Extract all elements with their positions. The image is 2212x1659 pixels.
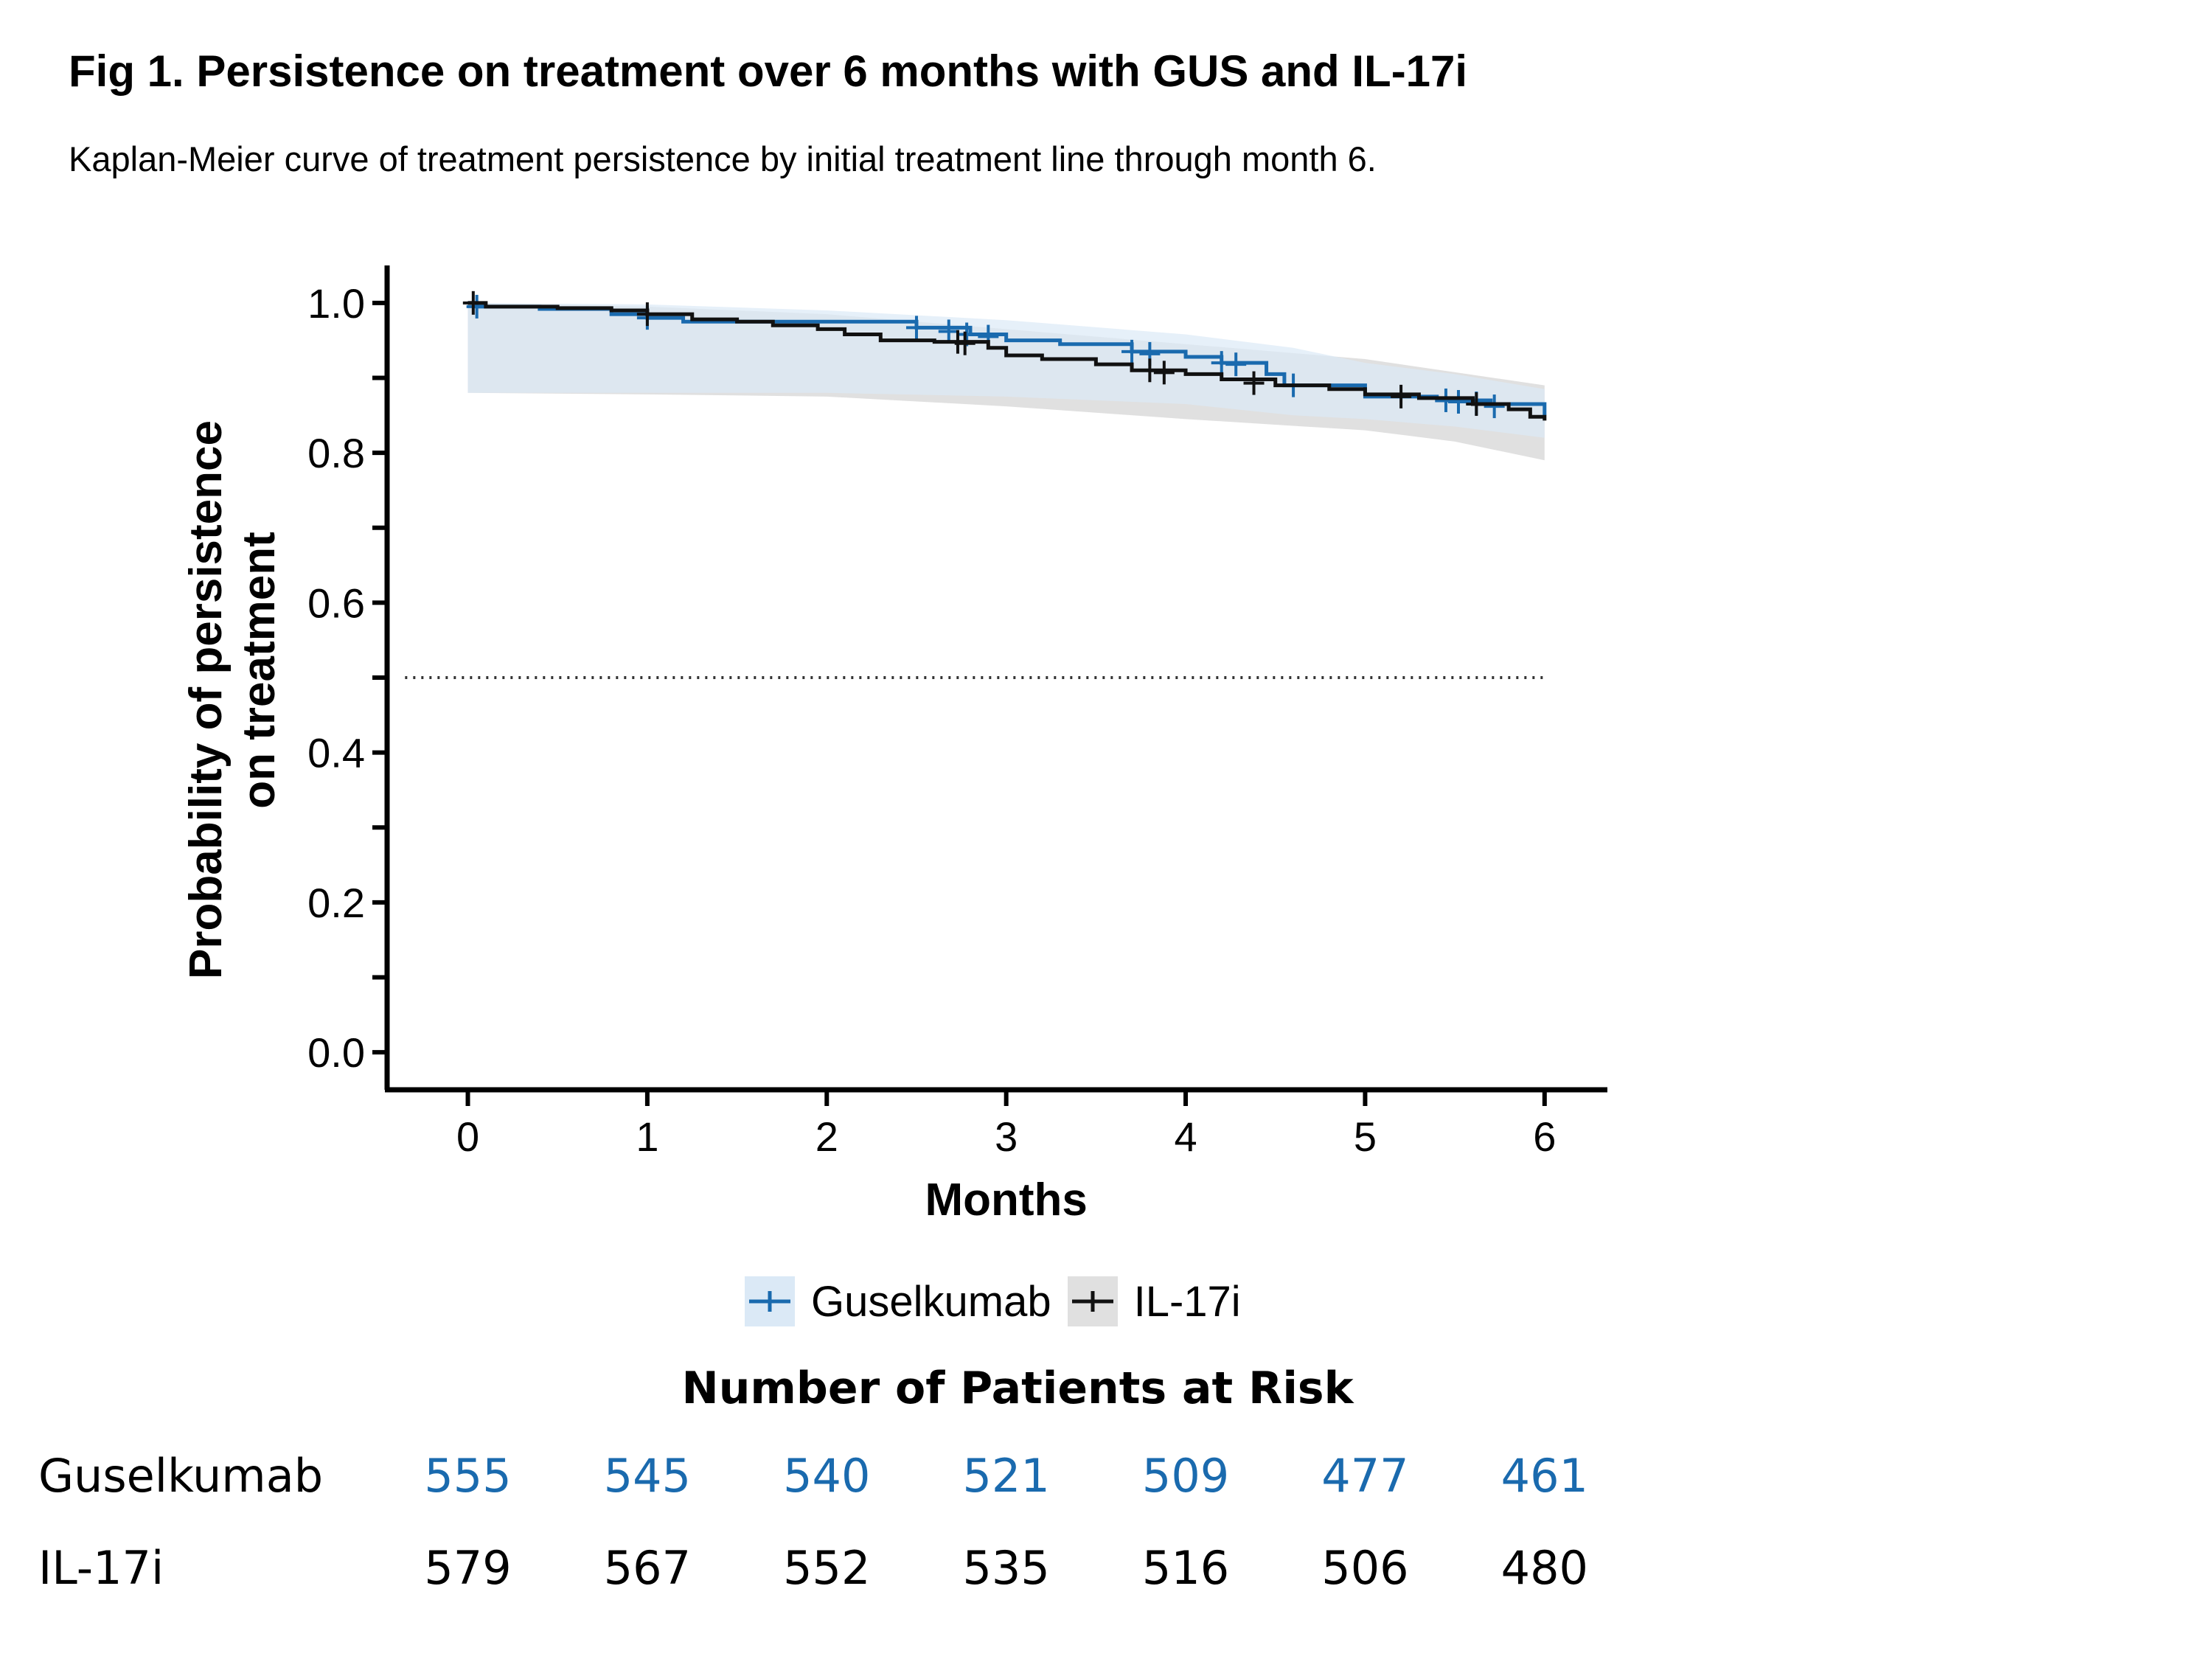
x-tick-label: 0 [456, 1113, 479, 1160]
y-tick-label: 0.8 [307, 430, 365, 476]
x-axis-title: Months [925, 1175, 1087, 1225]
survival-curves [462, 291, 1547, 421]
y-tick-label: 1.0 [307, 280, 365, 327]
risk-value: 516 [1141, 1541, 1230, 1595]
risk-row-label: IL-17i [38, 1541, 164, 1595]
y-axis-title-line2: on treatment [234, 532, 285, 808]
risk-value: 535 [962, 1541, 1050, 1595]
legend-item-guselkumab: Guselkumab [745, 1276, 1051, 1326]
x-tick-label: 3 [995, 1113, 1018, 1160]
x-tick-label: 5 [1354, 1113, 1377, 1160]
x-tick-label: 4 [1174, 1113, 1197, 1160]
km-chart: 0.0 0.2 0.4 0.6 0.8 1.0 0 1 2 3 4 5 6 Months Probabi… [181, 265, 1607, 1225]
legend-label-il17i: IL-17i [1133, 1277, 1241, 1326]
risk-value: 552 [783, 1541, 871, 1595]
legend-label-guselkumab: Guselkumab [811, 1277, 1051, 1326]
y-tick-label: 0.6 [307, 580, 365, 626]
ci-band-guselkumab [467, 302, 1545, 438]
legend-key-guselkumab [745, 1276, 795, 1326]
risk-value: 521 [962, 1449, 1050, 1503]
risk-value: 579 [424, 1541, 512, 1595]
y-tick-label: 0.0 [307, 1029, 365, 1076]
risk-value: 545 [603, 1449, 692, 1503]
y-tick-label: 0.4 [307, 730, 365, 776]
legend: Guselkumab IL-17i [745, 1272, 1257, 1331]
figure-title: Fig 1. Persistence on treatment over 6 m… [69, 46, 1468, 96]
risk-row-il17i: IL-17i 579 567 552 535 516 506 480 [0, 1541, 1696, 1600]
legend-key-il17i [1067, 1276, 1118, 1326]
risk-value: 477 [1321, 1449, 1409, 1503]
risk-value: 461 [1500, 1449, 1588, 1503]
risk-table-title: Number of Patients at Risk [681, 1363, 1354, 1414]
risk-value: 567 [603, 1541, 692, 1595]
risk-row-label: Guselkumab [38, 1449, 324, 1503]
figure-subtitle: Kaplan-Meier curve of treatment persiste… [69, 139, 1377, 178]
km-curve-guselkumab [467, 301, 1547, 416]
risk-value: 555 [424, 1449, 512, 1503]
x-tick-label: 2 [815, 1113, 838, 1160]
risk-value: 480 [1500, 1541, 1588, 1595]
km-curve-il17i [467, 301, 1547, 421]
risk-value: 509 [1141, 1449, 1230, 1503]
legend-swatch [745, 1276, 795, 1326]
legend-swatch [1067, 1276, 1118, 1326]
risk-row-guselkumab: Guselkumab 555 545 540 521 509 477 461 [0, 1449, 1696, 1508]
risk-value: 506 [1321, 1541, 1409, 1595]
axes: 0.0 0.2 0.4 0.6 0.8 1.0 0 1 2 3 4 5 6 [307, 265, 1607, 1160]
y-axis-title-line1: Probability of persistence [181, 420, 232, 979]
x-tick-label: 6 [1533, 1113, 1556, 1160]
confidence-bands [467, 302, 1545, 461]
x-tick-label: 1 [636, 1113, 658, 1160]
risk-value: 540 [783, 1449, 871, 1503]
y-tick-label: 0.2 [307, 880, 365, 926]
legend-item-il17i: IL-17i [1067, 1276, 1241, 1326]
